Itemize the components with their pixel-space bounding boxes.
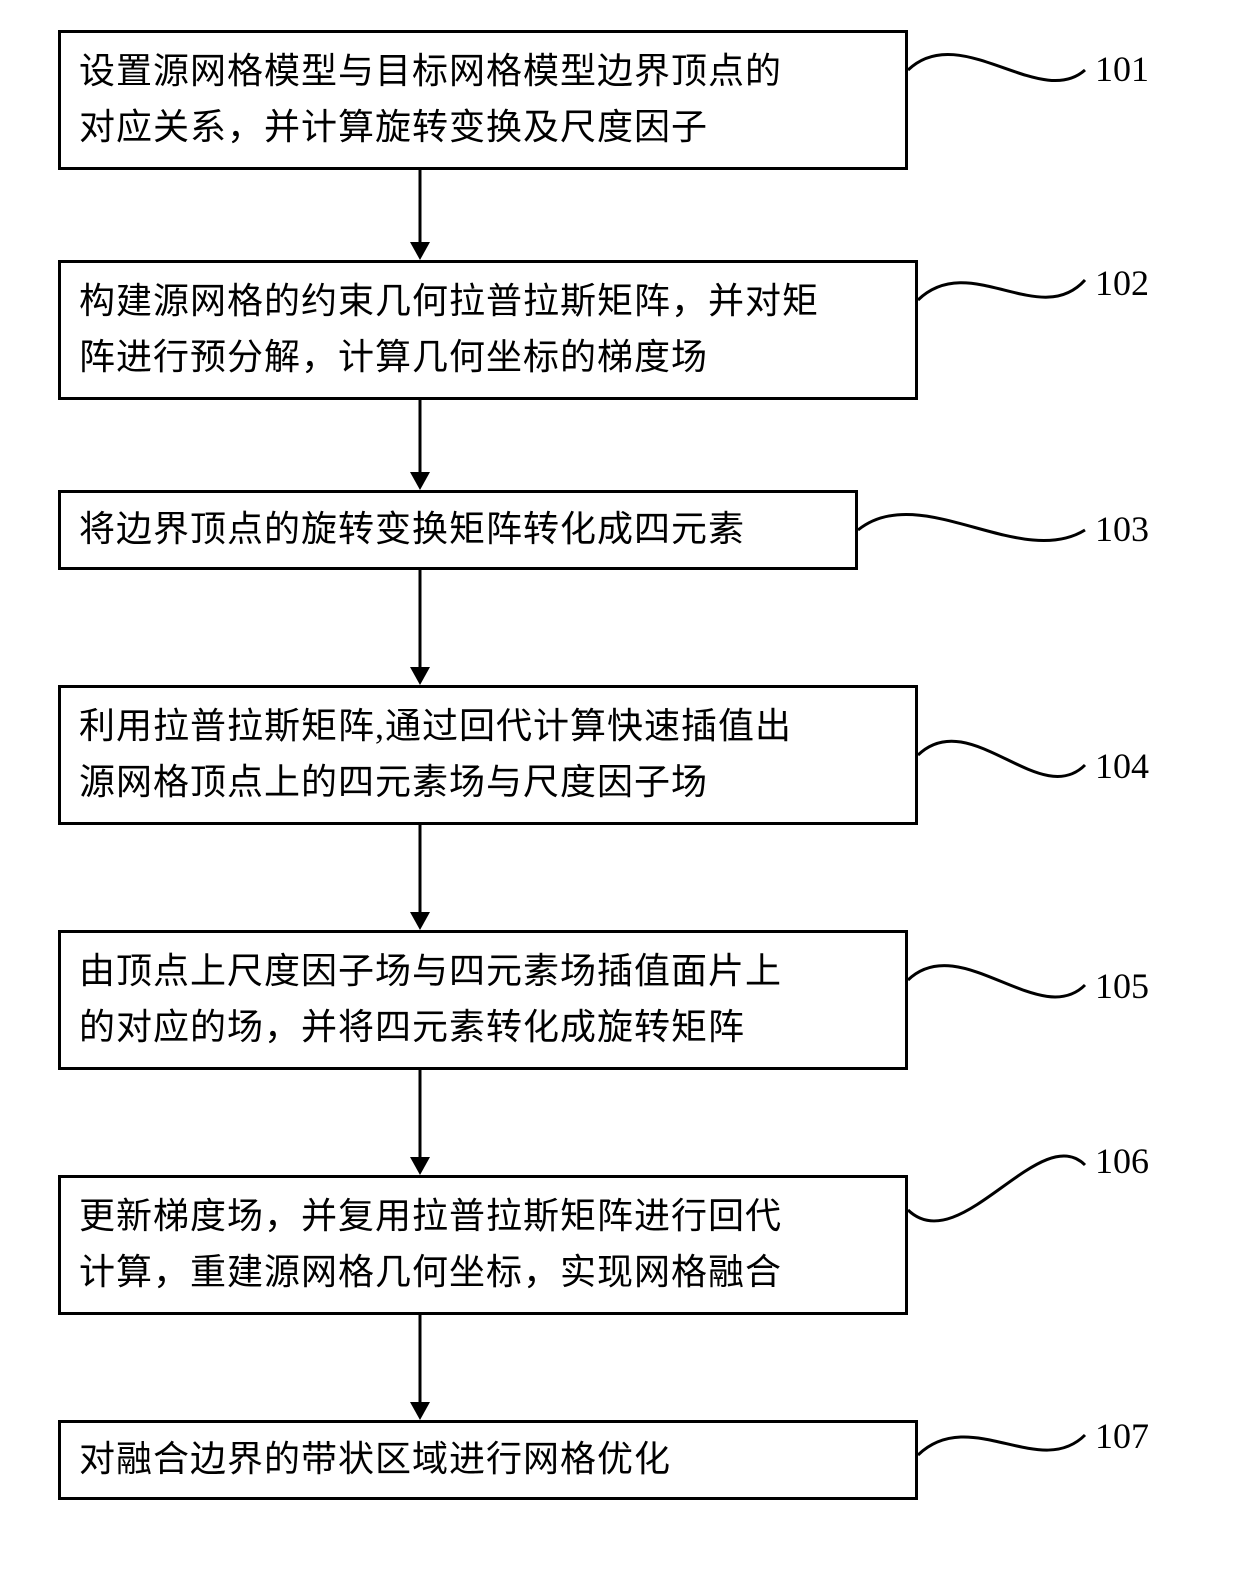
- step-text-104: 利用拉普拉斯矩阵,通过回代计算快速插值出 源网格顶点上的四元素场与尺度因子场: [79, 699, 792, 811]
- step-text-103: 将边界顶点的旋转变换矩阵转化成四元素: [79, 502, 745, 558]
- step-label-102: 102: [1095, 262, 1149, 304]
- step-label-105: 105: [1095, 965, 1149, 1007]
- step-box-105: 由顶点上尺度因子场与四元素场插值面片上 的对应的场，并将四元素转化成旋转矩阵: [58, 930, 908, 1070]
- step-box-107: 对融合边界的带状区域进行网格优化: [58, 1420, 918, 1500]
- step-box-106: 更新梯度场，并复用拉普拉斯矩阵进行回代 计算，重建源网格几何坐标，实现网格融合: [58, 1175, 908, 1315]
- step-box-102: 构建源网格的约束几何拉普拉斯矩阵，并对矩 阵进行预分解，计算几何坐标的梯度场: [58, 260, 918, 400]
- step-label-103: 103: [1095, 508, 1149, 550]
- step-box-103: 将边界顶点的旋转变换矩阵转化成四元素: [58, 490, 858, 570]
- step-text-105: 由顶点上尺度因子场与四元素场插值面片上 的对应的场，并将四元素转化成旋转矩阵: [79, 944, 782, 1056]
- step-text-106: 更新梯度场，并复用拉普拉斯矩阵进行回代 计算，重建源网格几何坐标，实现网格融合: [79, 1189, 782, 1301]
- step-label-107: 107: [1095, 1415, 1149, 1457]
- step-box-101: 设置源网格模型与目标网格模型边界顶点的 对应关系，并计算旋转变换及尺度因子: [58, 30, 908, 170]
- step-label-101: 101: [1095, 48, 1149, 90]
- step-label-104: 104: [1095, 745, 1149, 787]
- flowchart-container: 设置源网格模型与目标网格模型边界顶点的 对应关系，并计算旋转变换及尺度因子 10…: [0, 0, 1240, 1574]
- step-text-107: 对融合边界的带状区域进行网格优化: [79, 1432, 671, 1488]
- step-text-102: 构建源网格的约束几何拉普拉斯矩阵，并对矩 阵进行预分解，计算几何坐标的梯度场: [79, 274, 819, 386]
- step-label-106: 106: [1095, 1140, 1149, 1182]
- step-text-101: 设置源网格模型与目标网格模型边界顶点的 对应关系，并计算旋转变换及尺度因子: [79, 44, 782, 156]
- step-box-104: 利用拉普拉斯矩阵,通过回代计算快速插值出 源网格顶点上的四元素场与尺度因子场: [58, 685, 918, 825]
